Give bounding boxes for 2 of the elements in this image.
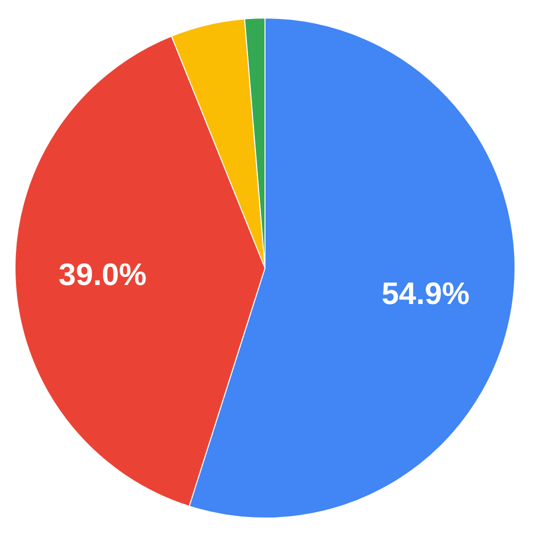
data-label: 54.9% <box>382 276 470 311</box>
data-label: 39.0% <box>58 256 147 292</box>
